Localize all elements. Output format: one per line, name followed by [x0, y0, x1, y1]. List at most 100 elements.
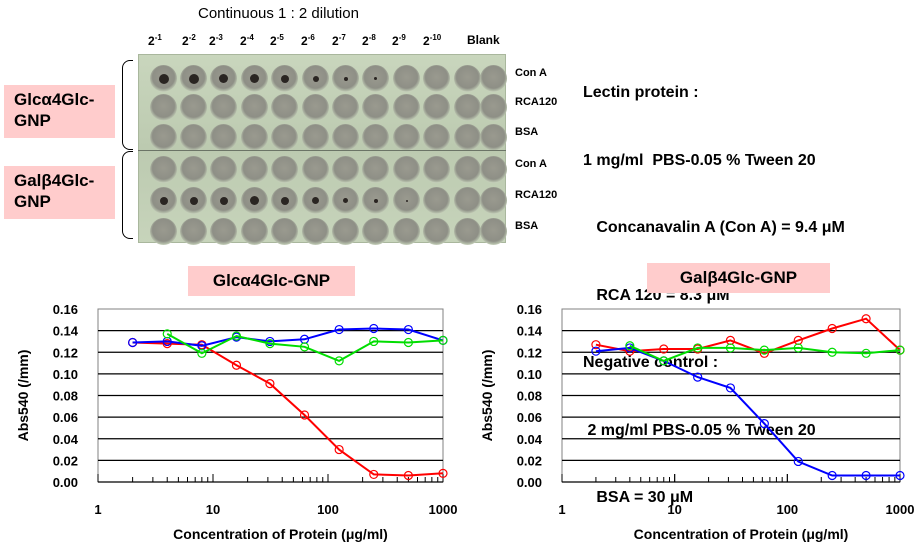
plate-well	[210, 156, 237, 183]
data-point	[403, 324, 413, 335]
y-tick-label: 0.04	[517, 432, 543, 447]
plate-well	[480, 65, 507, 92]
plate-well	[271, 187, 298, 214]
data-point	[231, 331, 242, 341]
lectin-info: Lectin protein : 1 mg/ml PBS-0.05 % Twee…	[583, 37, 845, 532]
precipitate-dot	[250, 196, 259, 205]
data-point	[265, 379, 275, 389]
plate-well	[210, 124, 237, 151]
data-point	[438, 468, 448, 478]
x-tick-label: 1	[558, 502, 565, 517]
data-point	[162, 329, 172, 339]
data-point	[725, 383, 736, 393]
dilution-label: 2-9	[392, 33, 406, 48]
group-brace-1	[122, 60, 133, 150]
plate-well	[362, 124, 389, 151]
data-point	[693, 343, 703, 353]
y-tick-label: 0.16	[53, 302, 78, 317]
precipitate-dot	[280, 196, 289, 205]
y-tick-label: 0.16	[517, 302, 542, 317]
precipitate-dot	[405, 199, 408, 202]
plate-well	[302, 124, 329, 151]
plate-well	[362, 187, 389, 214]
plate-well	[393, 94, 420, 121]
data-point	[197, 348, 207, 358]
plate-well	[332, 124, 359, 151]
plate-well	[332, 156, 359, 183]
plate-well	[210, 65, 237, 92]
precipitate-dot	[343, 76, 348, 81]
precipitate-dot	[159, 196, 168, 205]
precipitate-dot	[189, 196, 198, 205]
plate-well	[210, 94, 237, 121]
plate-well	[480, 218, 507, 245]
data-point	[369, 336, 379, 347]
data-point	[895, 345, 905, 355]
plate-well	[423, 65, 450, 92]
x-tick-label: 10	[667, 502, 681, 517]
plate-well	[393, 124, 420, 151]
x-axis-label: Concentration of Protein (μg/ml)	[634, 526, 849, 542]
y-tick-label: 0.12	[517, 345, 542, 360]
y-tick-label: 0.00	[517, 475, 542, 490]
chart1-title: Glcα4Glc-GNP	[188, 266, 355, 296]
data-point	[369, 469, 379, 480]
y-tick-label: 0.08	[53, 389, 78, 404]
chart-gal: 0.00 0.02 0.04 0.06 0.08 0.10 0.12 0.14 0.16 1 10 1…	[479, 302, 914, 542]
precipitate-dot	[343, 198, 348, 203]
y-tick-label: 0.14	[517, 324, 543, 339]
data-point	[299, 342, 310, 352]
data-point	[334, 324, 344, 335]
plate-well	[393, 187, 420, 214]
plate-well	[362, 218, 389, 245]
plate-well	[332, 218, 359, 245]
plate-well	[454, 94, 481, 121]
data-point	[265, 338, 275, 349]
y-tick-label: 0.10	[517, 367, 542, 382]
plate-well	[454, 187, 481, 214]
plate-well	[150, 94, 177, 121]
series-line-con-a	[132, 341, 444, 477]
plate-well	[241, 218, 268, 245]
data-point	[403, 337, 413, 348]
plate-well	[332, 187, 359, 214]
dilution-label: 2-7	[332, 33, 346, 48]
data-point	[591, 340, 601, 350]
x-tick-label: 1000	[429, 502, 458, 517]
plate-well	[393, 218, 420, 245]
plate-well	[423, 218, 450, 245]
y-tick-label: 0.12	[53, 345, 78, 360]
plate-well	[210, 187, 237, 214]
precipitate-dot	[219, 196, 228, 205]
y-tick-label: 0.14	[53, 324, 79, 339]
plate-well	[241, 187, 268, 214]
chart-glc: 0.00 0.02 0.04 0.06 0.08 0.10 0.12 0.14 0.16 1 10 1…	[15, 302, 458, 542]
info-line: 2 mg/ml PBS-0.05 % Tween 20	[583, 421, 816, 439]
plate-well	[302, 187, 329, 214]
blank-label: Blank	[467, 33, 500, 47]
plate-well	[362, 94, 389, 121]
data-point	[369, 323, 379, 334]
info-line: Negative control :	[583, 354, 719, 371]
plate-divider	[138, 150, 506, 151]
data-point	[759, 345, 769, 355]
plate-well	[480, 187, 507, 214]
precipitate-dot	[188, 73, 199, 84]
data-point	[231, 360, 242, 370]
dilution-label: 2-6	[301, 33, 315, 48]
data-point	[827, 323, 837, 334]
precipitate-dot	[280, 74, 289, 83]
dilution-label: 2-1	[148, 33, 162, 48]
plate-well	[454, 65, 481, 92]
data-point	[403, 470, 413, 481]
microplate-photo	[138, 54, 507, 245]
plate-well	[150, 65, 177, 92]
series-line-rca120	[595, 346, 900, 477]
dilution-label: 2-5	[270, 33, 284, 48]
dilution-label: 2-8	[362, 33, 376, 48]
row-label: Con A	[515, 158, 547, 170]
data-point	[693, 372, 703, 382]
row-label: RCA120	[515, 96, 558, 108]
data-point	[827, 347, 837, 357]
plate-well	[423, 156, 450, 183]
